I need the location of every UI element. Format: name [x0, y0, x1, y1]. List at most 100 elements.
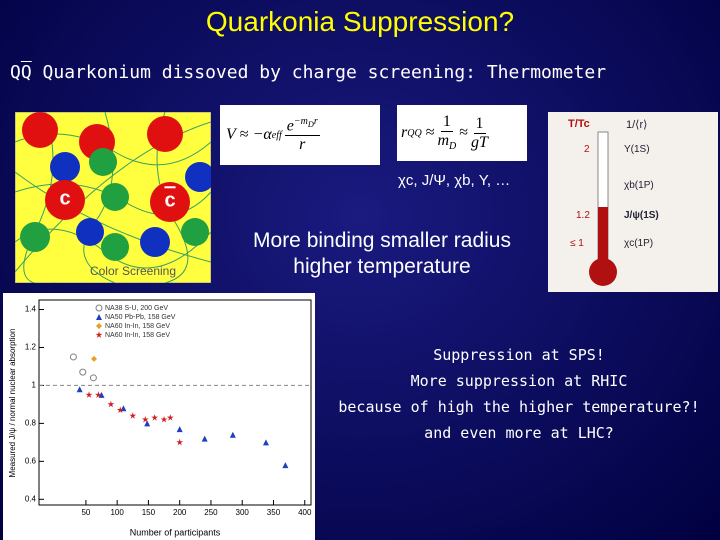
thermo-state: Υ(1S): [624, 144, 650, 155]
legend-label: NA50 Pb-Pb, 158 GeV: [105, 314, 176, 321]
quark-label: c: [59, 187, 70, 209]
y-axis-label: Measured J/ψ / normal nuclear absorption: [8, 329, 17, 478]
point: [144, 420, 151, 427]
binding-text: More binding smaller radius higher tempe…: [222, 228, 542, 280]
formula-text: ≈: [239, 126, 249, 143]
point: [262, 439, 269, 446]
formula-text: −m: [293, 115, 308, 127]
legend-marker: [96, 314, 102, 320]
y-tick-label: 1: [32, 381, 37, 390]
point: [94, 391, 102, 398]
formula-text: r: [299, 136, 306, 154]
legend-marker: [95, 304, 103, 312]
point: [129, 412, 137, 419]
thermo-state: J/ψ(1S): [624, 210, 659, 221]
radius-formula: r QQ ≈ 1 mD ≈ 1 gT: [397, 105, 527, 161]
quark: Q: [10, 62, 21, 83]
x-tick-label: 350: [267, 508, 281, 517]
point: [176, 438, 184, 446]
x-tick-label: 250: [204, 508, 218, 517]
thermo-header: 1/⟨r⟩: [626, 119, 648, 131]
thermo-ratio: 1.2: [576, 210, 590, 221]
formula-text: r: [313, 115, 318, 127]
states: χc, J/Ψ, χb, Υ, …: [398, 172, 511, 189]
point: [229, 431, 236, 438]
point: [116, 406, 124, 414]
x-tick-label: 400: [298, 508, 312, 517]
y-tick-label: 1.4: [25, 305, 37, 314]
remark: because of high the higher temperature?!: [338, 398, 700, 416]
point: [151, 414, 159, 421]
formula-text: V: [226, 126, 236, 143]
point: [176, 426, 183, 433]
point: [91, 355, 98, 362]
thermo-state: χb(1P): [624, 180, 654, 191]
point: [160, 415, 168, 423]
formula-text: ≈: [459, 124, 469, 141]
thermo-header: T/Tc: [568, 118, 590, 130]
y-tick-label: 0.4: [25, 494, 37, 503]
point: [69, 353, 77, 361]
thermo-ratio: ≤ 1: [570, 238, 584, 249]
title: Quarkonia Suppression?: [205, 6, 515, 37]
point: [89, 374, 97, 382]
y-tick-label: 0.8: [25, 418, 37, 427]
thermometer-drawing: [589, 131, 617, 286]
formula-text: r: [401, 124, 408, 141]
formula-text: ≈: [425, 124, 435, 141]
legend-label: NA60 In-In, 158 GeV: [105, 332, 170, 339]
binding-line: higher temperature: [293, 255, 471, 278]
x-tick-label: 150: [142, 508, 156, 517]
suppression-plot: Measured J/ψ / normal nuclear absorption…: [3, 293, 315, 540]
formula-text: QQ: [407, 127, 422, 139]
legend-marker: [95, 331, 103, 338]
fraction: 1 gT: [471, 115, 488, 152]
formula-text: m: [437, 132, 450, 150]
remark: Suppression at SPS!: [433, 346, 605, 364]
fraction: 1 mD: [437, 113, 456, 152]
antiquark: Q: [20, 62, 32, 83]
legend-label: NA38 S-U, 200 GeV: [105, 305, 168, 312]
thermo-ratio: 2: [584, 144, 590, 155]
point: [282, 462, 289, 469]
point: [107, 400, 115, 408]
x-axis-label: Number of participants: [130, 527, 221, 537]
x-tick-label: 50: [81, 508, 90, 517]
x-tick-label: 200: [173, 508, 187, 517]
formula-text: 1: [473, 114, 486, 134]
screening-caption: Color Screening: [90, 264, 176, 278]
point: [79, 368, 87, 376]
formula-text: eff: [271, 129, 282, 141]
remark: More suppression at RHIC: [410, 372, 628, 390]
fraction: e−mDr r: [284, 115, 320, 154]
x-tick-label: 300: [236, 508, 250, 517]
subtitle: QQ Quarkonium dissoved by charge screeni…: [10, 62, 606, 83]
formula-text: −α: [252, 126, 272, 143]
point: [141, 415, 149, 423]
screening-figure: c c Color Screening: [15, 112, 211, 283]
potential-formula: V ≈ −α eff e−mDr r: [220, 105, 380, 165]
thermo-state: χc(1P): [624, 238, 654, 249]
formula-text: D: [449, 141, 457, 153]
plot-frame: [38, 299, 312, 506]
remark: and even more at LHC?: [424, 424, 614, 442]
point: [166, 414, 174, 421]
subtitle-text: Quarkonium dissoved by charge screening:…: [42, 62, 607, 83]
point: [76, 386, 83, 393]
formula-text: e: [286, 117, 294, 135]
thermometer: T/Tc 1/⟨r⟩ 2 Υ(1S) χb(1P) 1.2 J/ψ(1S) ≤ …: [548, 112, 718, 292]
formula-text: 1: [440, 113, 453, 133]
point: [201, 435, 208, 442]
antiquark-label: c: [164, 189, 175, 211]
formula-text: gT: [471, 133, 488, 151]
x-tick-label: 100: [110, 508, 124, 517]
binding-line: More binding smaller radius: [253, 229, 511, 252]
point: [85, 391, 93, 398]
y-tick-label: 1.2: [25, 343, 37, 352]
remarks: Suppression at SPS! More suppression at …: [318, 342, 720, 446]
legend-marker: [96, 323, 102, 329]
formula-text: D: [307, 119, 314, 129]
legend-label: NA60 In-In, 158 GeV: [105, 323, 170, 330]
y-tick-label: 0.6: [25, 456, 37, 465]
